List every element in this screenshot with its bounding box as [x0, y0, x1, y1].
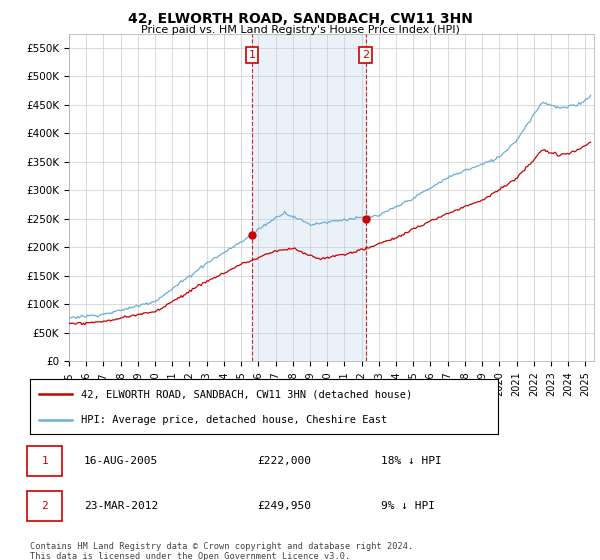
Text: HPI: Average price, detached house, Cheshire East: HPI: Average price, detached house, Ches… [82, 416, 388, 425]
Text: 2: 2 [362, 50, 369, 60]
Text: 2: 2 [41, 501, 48, 511]
Text: Contains HM Land Registry data © Crown copyright and database right 2024.
This d: Contains HM Land Registry data © Crown c… [30, 542, 413, 560]
Text: Price paid vs. HM Land Registry's House Price Index (HPI): Price paid vs. HM Land Registry's House … [140, 25, 460, 35]
Text: 9% ↓ HPI: 9% ↓ HPI [381, 501, 435, 511]
Text: 42, ELWORTH ROAD, SANDBACH, CW11 3HN (detached house): 42, ELWORTH ROAD, SANDBACH, CW11 3HN (de… [82, 390, 413, 399]
FancyBboxPatch shape [28, 446, 62, 476]
FancyBboxPatch shape [28, 491, 62, 521]
Text: 18% ↓ HPI: 18% ↓ HPI [381, 456, 442, 466]
Text: £222,000: £222,000 [257, 456, 311, 466]
Text: 1: 1 [41, 456, 48, 466]
Text: 16-AUG-2005: 16-AUG-2005 [84, 456, 158, 466]
Text: 42, ELWORTH ROAD, SANDBACH, CW11 3HN: 42, ELWORTH ROAD, SANDBACH, CW11 3HN [128, 12, 472, 26]
Text: 23-MAR-2012: 23-MAR-2012 [84, 501, 158, 511]
Text: 1: 1 [248, 50, 256, 60]
Text: £249,950: £249,950 [257, 501, 311, 511]
Bar [252, 34, 365, 361]
